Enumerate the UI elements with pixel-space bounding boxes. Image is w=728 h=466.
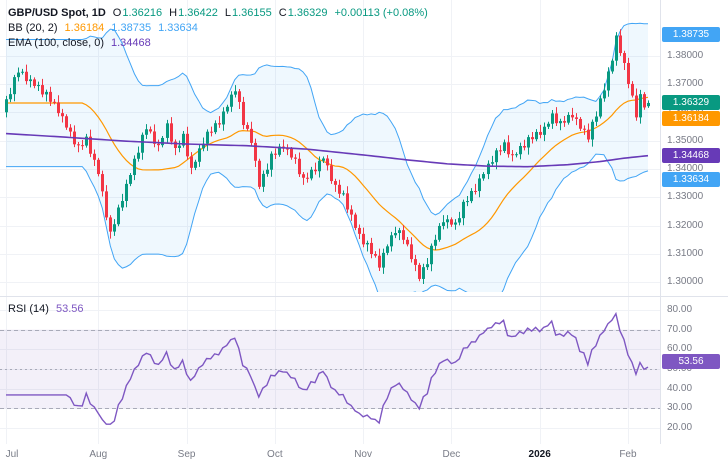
price-axis-badge: 1.36329 — [662, 95, 720, 111]
rsi-tick-label: 80.00 — [667, 303, 693, 315]
bb-indicator-label[interactable]: BB (20, 2) — [8, 21, 58, 34]
bb-basis-value: 1.36184 — [64, 21, 105, 34]
price-axis-badge: 1.36184 — [662, 111, 720, 127]
rsi-tick-label: 60.00 — [667, 343, 693, 355]
high-key: H — [169, 6, 178, 19]
time-axis-label: Jul — [5, 449, 19, 460]
change-value: +0.00113 (+0.08%) — [334, 6, 428, 19]
high-value: 1.36422 — [178, 6, 218, 19]
time-axis-label: Sep — [177, 449, 196, 460]
time-axis[interactable]: Jul Aug Sep Oct Nov Dec 2026 Feb — [0, 444, 728, 466]
price-tick-label: 1.32000 — [667, 219, 704, 231]
rsi-legend: RSI (14) 53.56 — [8, 301, 84, 316]
time-axis-label: 2026 — [528, 449, 551, 460]
time-axis-label: Dec — [442, 449, 461, 460]
rsi-row: RSI (14) 53.56 — [8, 301, 84, 316]
rsi-axis-badge: 53.56 — [662, 353, 720, 369]
open-key: O — [112, 6, 122, 19]
ema-row: EMA (100, close, 0) 1.34468 — [8, 35, 428, 50]
ohlc-low: L 1.36155 — [225, 7, 272, 19]
rsi-tick-label: 30.00 — [667, 402, 693, 414]
symbol-title[interactable]: GBP/USD Spot, 1D — [8, 6, 106, 19]
price-axis[interactable]: 1.380001.370001.360001.350001.340001.330… — [660, 0, 728, 444]
ohlc-open: O 1.36216 — [113, 7, 162, 19]
price-tick-label: 1.35000 — [667, 134, 704, 146]
rsi-indicator-label[interactable]: RSI (14) — [8, 302, 49, 315]
price-axis-badge: 1.33634 — [662, 171, 720, 187]
low-key: L — [224, 6, 231, 19]
chart-legend: GBP/USD Spot, 1D O 1.36216 H 1.36422 L 1.36… — [8, 5, 428, 50]
price-axis-badge: 1.34468 — [662, 148, 720, 164]
price-tick-label: 1.34000 — [667, 162, 704, 174]
low-value: 1.36155 — [231, 6, 272, 19]
rsi-tick-label: 40.00 — [667, 382, 693, 394]
price-tick-label: 1.30000 — [667, 276, 704, 288]
price-axis-badge: 1.38735 — [662, 27, 720, 43]
bb-row: BB (20, 2) 1.36184 1.38735 1.33634 — [8, 20, 428, 35]
time-axis-label: Feb — [619, 449, 637, 460]
ema-indicator-label[interactable]: EMA (100, close, 0) — [8, 36, 104, 49]
bb-upper-value: 1.38735 — [111, 21, 152, 34]
rsi-tick-label: 70.00 — [667, 323, 693, 335]
bb-lower-value: 1.33634 — [158, 21, 198, 34]
close-key: C — [278, 6, 287, 19]
price-tick-label: 1.33000 — [667, 191, 704, 203]
ema-value: 1.34468 — [111, 36, 151, 49]
time-axis-label: Nov — [354, 449, 373, 460]
rsi-tick-label: 20.00 — [667, 422, 693, 434]
close-value: 1.36329 — [287, 6, 328, 19]
ohlc-close: C 1.36329 — [279, 7, 328, 19]
open-value: 1.36216 — [122, 6, 163, 19]
price-tick-label: 1.38000 — [667, 49, 704, 61]
symbol-row: GBP/USD Spot, 1D O 1.36216 H 1.36422 L 1.36… — [8, 5, 428, 20]
price-tick-label: 1.37000 — [667, 77, 704, 89]
ohlc-high: H 1.36422 — [169, 7, 218, 19]
time-axis-label: Oct — [267, 449, 283, 460]
time-axis-label: Aug — [89, 449, 108, 460]
price-tick-label: 1.31000 — [667, 247, 704, 259]
rsi-value: 53.56 — [55, 302, 84, 315]
